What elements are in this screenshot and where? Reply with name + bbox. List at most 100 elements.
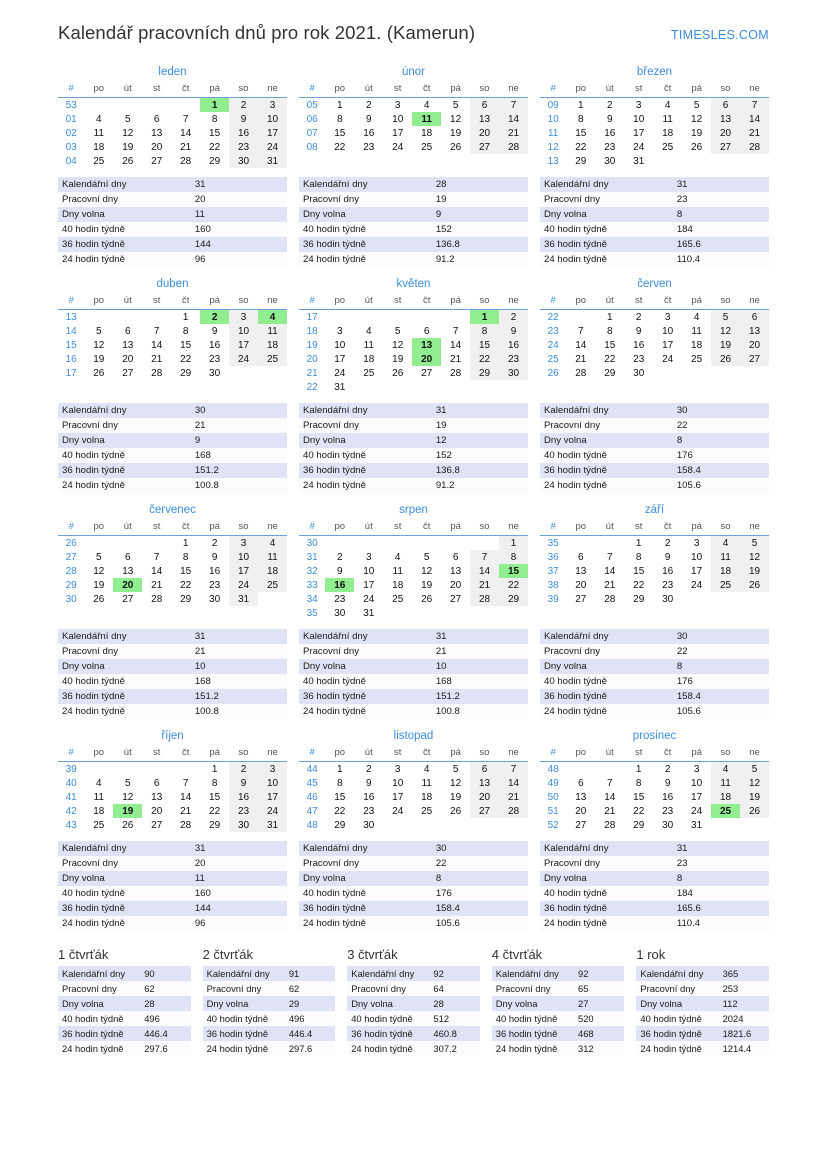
day-cell[interactable]: 18 [392, 579, 404, 591]
day-cell-holiday[interactable]: 16 [325, 578, 355, 592]
day-cell[interactable]: 13 [575, 565, 587, 577]
day-cell[interactable]: 28 [740, 140, 769, 154]
day-cell[interactable]: 25 [258, 352, 287, 366]
day-cell[interactable]: 28 [450, 367, 462, 379]
day-cell[interactable]: 9 [499, 324, 528, 338]
day-cell[interactable]: 5 [124, 777, 131, 789]
day-cell[interactable]: 11 [258, 324, 287, 338]
day-cell[interactable]: 26 [93, 367, 105, 379]
day-cell[interactable]: 26 [450, 141, 462, 153]
day-cell[interactable]: 1 [635, 763, 642, 775]
day-cell[interactable]: 8 [578, 113, 584, 125]
day-cell[interactable]: 6 [711, 97, 741, 112]
day-cell[interactable]: 19 [122, 141, 134, 153]
day-cell[interactable]: 6 [124, 325, 131, 337]
day-cell[interactable]: 30 [499, 366, 528, 380]
day-cell-holiday[interactable]: 1 [470, 309, 500, 324]
day-cell[interactable]: 9 [211, 551, 218, 563]
day-cell[interactable]: 6 [452, 551, 459, 563]
day-cell[interactable]: 8 [337, 113, 343, 125]
day-cell[interactable]: 20 [740, 338, 769, 352]
day-cell[interactable]: 5 [96, 325, 102, 337]
day-cell[interactable]: 18 [662, 127, 674, 139]
day-cell[interactable]: 26 [122, 819, 134, 831]
day-cell[interactable]: 15 [633, 565, 645, 577]
day-cell[interactable]: 12 [122, 127, 134, 139]
day-cell[interactable]: 30 [229, 154, 259, 168]
day-cell[interactable]: 9 [606, 113, 613, 125]
day-cell[interactable]: 24 [258, 140, 287, 154]
day-cell[interactable]: 5 [740, 761, 769, 776]
day-cell[interactable]: 23 [604, 141, 616, 153]
day-cell[interactable]: 20 [575, 579, 587, 591]
day-cell[interactable]: 18 [258, 564, 287, 578]
day-cell[interactable]: 19 [392, 353, 404, 365]
day-cell[interactable]: 31 [633, 155, 645, 167]
day-cell[interactable]: 16 [499, 338, 528, 352]
day-cell[interactable]: 16 [363, 791, 375, 803]
day-cell[interactable]: 11 [662, 113, 673, 125]
day-cell[interactable]: 14 [604, 791, 616, 803]
day-cell[interactable]: 13 [122, 339, 134, 351]
day-cell[interactable]: 24 [258, 804, 287, 818]
day-cell[interactable]: 5 [96, 551, 102, 563]
day-cell[interactable]: 10 [363, 565, 375, 577]
day-cell[interactable]: 24 [392, 141, 404, 153]
day-cell[interactable]: 29 [180, 593, 192, 605]
day-cell[interactable]: 11 [93, 127, 104, 139]
day-cell[interactable]: 21 [151, 353, 163, 365]
day-cell[interactable]: 8 [182, 325, 189, 337]
day-cell[interactable]: 8 [211, 113, 218, 125]
day-cell[interactable]: 16 [229, 790, 259, 804]
day-cell[interactable]: 2 [229, 97, 259, 112]
day-cell[interactable]: 9 [365, 777, 372, 789]
day-cell-holiday[interactable]: 25 [711, 804, 741, 818]
day-cell[interactable]: 11 [93, 791, 104, 803]
day-cell[interactable]: 8 [182, 551, 189, 563]
day-cell[interactable]: 13 [151, 791, 163, 803]
day-cell[interactable]: 15 [209, 791, 221, 803]
day-cell[interactable]: 13 [450, 565, 462, 577]
day-cell[interactable]: 30 [209, 367, 221, 379]
day-cell[interactable]: 12 [421, 565, 433, 577]
day-cell[interactable]: 3 [394, 763, 401, 775]
day-cell-holiday[interactable]: 4 [258, 309, 287, 324]
day-cell[interactable]: 16 [662, 565, 674, 577]
day-cell[interactable]: 3 [394, 99, 401, 111]
day-cell[interactable]: 3 [229, 535, 259, 550]
day-cell[interactable]: 5 [423, 551, 430, 563]
day-cell[interactable]: 13 [122, 565, 134, 577]
day-cell[interactable]: 10 [662, 325, 674, 337]
day-cell[interactable]: 17 [334, 353, 346, 365]
day-cell[interactable]: 7 [452, 325, 459, 337]
day-cell[interactable]: 6 [423, 325, 430, 337]
day-cell[interactable]: 4 [693, 311, 700, 323]
day-cell[interactable]: 12 [450, 777, 462, 789]
day-cell[interactable]: 17 [691, 791, 703, 803]
day-cell[interactable]: 21 [499, 790, 528, 804]
day-cell[interactable]: 18 [691, 339, 703, 351]
day-cell[interactable]: 26 [421, 593, 433, 605]
day-cell[interactable]: 31 [334, 381, 346, 393]
day-cell[interactable]: 2 [606, 99, 613, 111]
day-cell[interactable]: 9 [211, 325, 218, 337]
day-cell[interactable]: 26 [122, 155, 134, 167]
day-cell[interactable]: 31 [691, 819, 703, 831]
day-cell[interactable]: 20 [151, 805, 163, 817]
day-cell[interactable]: 21 [575, 353, 587, 365]
day-cell-holiday[interactable]: 1 [200, 97, 230, 112]
day-cell[interactable]: 1 [578, 99, 584, 111]
day-cell[interactable]: 27 [122, 367, 134, 379]
day-cell[interactable]: 2 [499, 309, 528, 324]
day-cell[interactable]: 12 [122, 791, 134, 803]
day-cell[interactable]: 27 [470, 804, 500, 818]
day-cell[interactable]: 6 [740, 309, 769, 324]
day-cell[interactable]: 27 [711, 140, 741, 154]
day-cell[interactable]: 13 [711, 112, 741, 126]
day-cell[interactable]: 23 [363, 141, 375, 153]
day-cell[interactable]: 9 [635, 325, 642, 337]
day-cell[interactable]: 9 [229, 776, 259, 790]
day-cell[interactable]: 28 [604, 819, 616, 831]
day-cell[interactable]: 29 [180, 367, 192, 379]
day-cell[interactable]: 19 [711, 338, 741, 352]
